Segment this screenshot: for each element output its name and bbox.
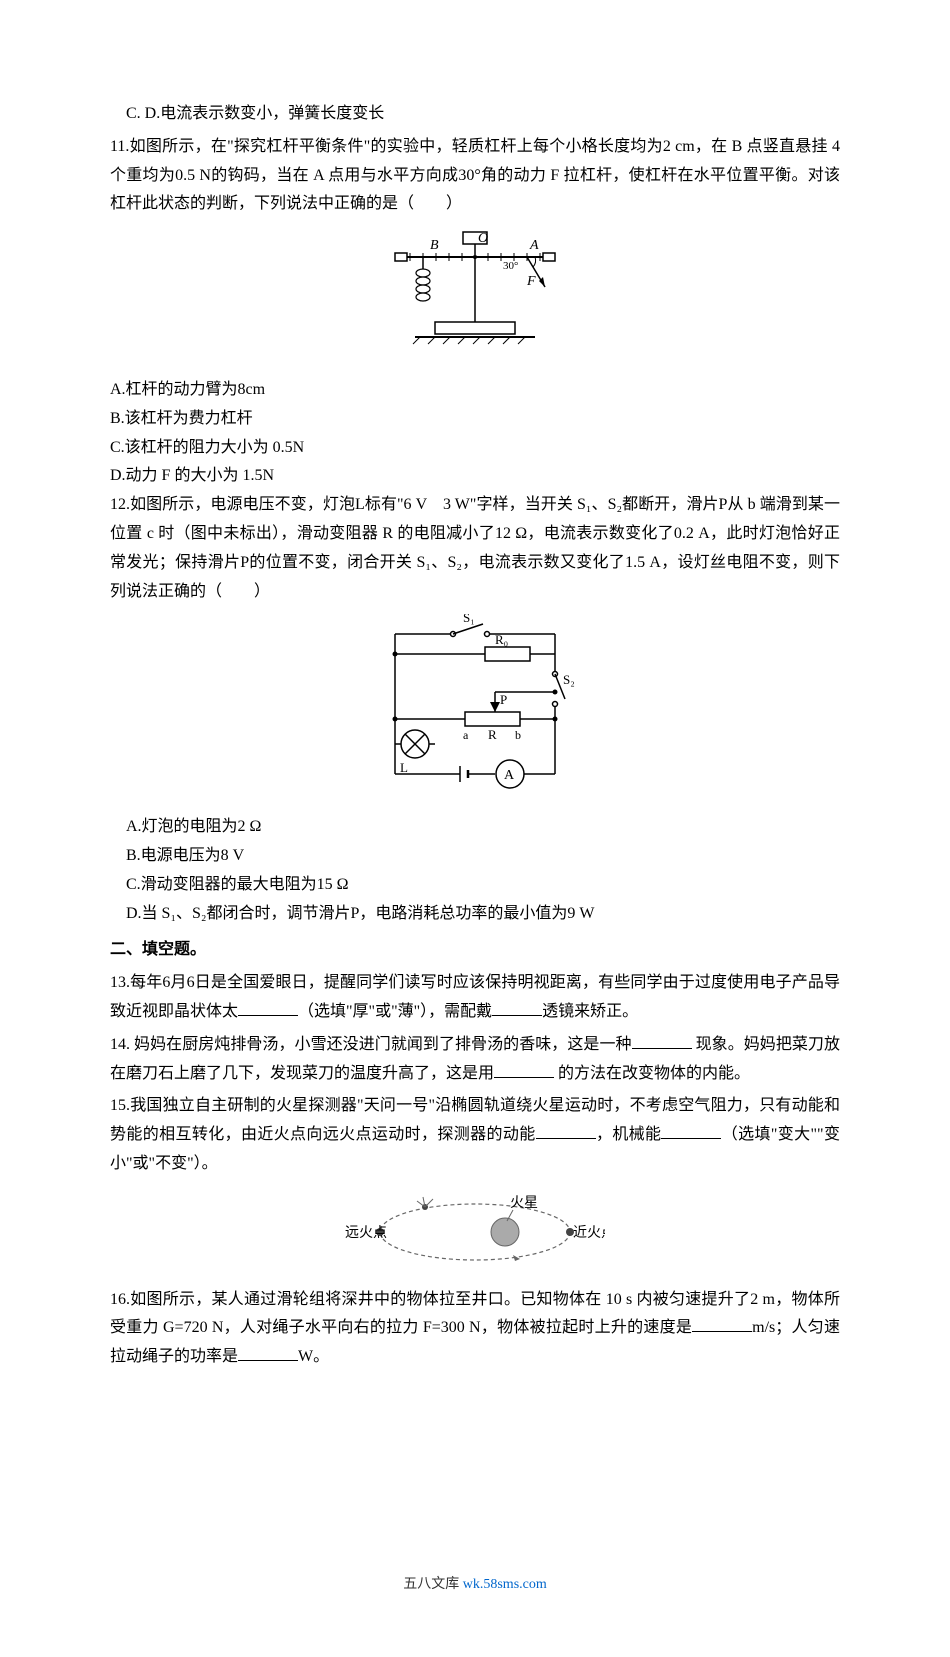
q14-blank2 xyxy=(494,1062,554,1078)
q12-stem: 12.如图所示，电源电压不变，灯泡L标有"6 V 3 W"字样，当开关 S₁、S… xyxy=(110,491,840,606)
label-s2: S₂ xyxy=(563,672,575,687)
q13-blank1 xyxy=(238,1000,298,1016)
label-ammeter: A xyxy=(504,768,515,783)
q11-opt-d: D.动力 F 的大小为 1.5N xyxy=(110,462,840,491)
q15-text2: ，机械能 xyxy=(596,1126,662,1143)
q11-opt-a: A.杠杆的动力臂为8cm xyxy=(110,376,840,405)
label-a: A xyxy=(529,238,539,253)
section2-title: 二、填空题。 xyxy=(110,936,840,965)
q16-blank2 xyxy=(238,1345,298,1361)
label-far: 远火点 xyxy=(345,1225,387,1241)
q15-figure: 火星 远火点 近火点 xyxy=(110,1187,840,1278)
label-f: F xyxy=(526,274,536,289)
q15-blank2 xyxy=(661,1123,721,1139)
q13-text3: 透镜来矫正。 xyxy=(542,1003,638,1020)
label-r: R xyxy=(488,727,497,742)
q14-text3: 的方法在改变物体的内能。 xyxy=(554,1065,750,1082)
q11-stem: 11.如图所示，在"探究杠杆平衡条件"的实验中，轻质杠杆上每个小格长度均为2 c… xyxy=(110,133,840,219)
label-s1: S₁ xyxy=(463,614,475,625)
label-a-tick: a xyxy=(463,728,469,742)
q12-opt-d: D.当 S₁、S₂都闭合时，调节滑片P，电路消耗总功率的最小值为9 W xyxy=(126,900,840,929)
q13-text2: （选填"厚"或"薄"），需配戴 xyxy=(298,1003,492,1020)
q15-blank1 xyxy=(536,1123,596,1139)
label-mars: 火星 xyxy=(510,1196,538,1211)
q13-blank2 xyxy=(492,1000,542,1016)
q11-figure: B O A 30° F xyxy=(110,227,840,368)
footer-text: 五八文库 xyxy=(403,1577,463,1592)
label-angle: 30° xyxy=(503,260,518,272)
q12-opt-a: A.灯泡的电阻为2 Ω xyxy=(126,813,840,842)
q16-text3: W。 xyxy=(298,1348,329,1365)
label-o: O xyxy=(478,231,488,246)
footer-link[interactable]: wk.58sms.com xyxy=(463,1577,547,1592)
q12-opt-c: C.滑动变阻器的最大电阻为15 Ω xyxy=(126,871,840,900)
label-near: 近火点 xyxy=(573,1225,605,1241)
q16-blank1 xyxy=(692,1316,752,1332)
label-b: B xyxy=(430,238,439,253)
footer: 五八文库 wk.58sms.com xyxy=(110,1572,840,1597)
q14-text1: 14. 妈妈在厨房炖排骨汤，小雪还没进门就闻到了排骨汤的香味，这是一种 xyxy=(110,1036,632,1053)
label-l: L xyxy=(400,760,408,775)
q12-opt-b: B.电源电压为8 V xyxy=(126,842,840,871)
q14: 14. 妈妈在厨房炖排骨汤，小雪还没进门就闻到了排骨汤的香味，这是一种 现象。妈… xyxy=(110,1031,840,1089)
q11-opt-b: B.该杠杆为费力杠杆 xyxy=(110,405,840,434)
label-b-tick: b xyxy=(515,728,521,742)
q15: 15.我国独立自主研制的火星探测器"天问一号"沿椭圆轨道绕火星运动时，不考虑空气… xyxy=(110,1092,840,1178)
q11-opt-c: C.该杠杆的阻力大小为 0.5N xyxy=(110,434,840,463)
q10-option-cd: C. D.电流表示数变小，弹簧长度变长 xyxy=(110,100,840,129)
label-r0: R₀ xyxy=(495,632,508,647)
label-p: P xyxy=(500,692,507,707)
q14-blank1 xyxy=(632,1033,692,1049)
q16: 16.如图所示，某人通过滑轮组将深井中的物体拉至井口。已知物体在 10 s 内被… xyxy=(110,1286,840,1372)
q12-figure: S₁ R₀ S₂ a R b P L xyxy=(110,614,840,805)
q13: 13.每年6月6日是全国爱眼日，提醒同学们读写时应该保持明视距离，有些同学由于过… xyxy=(110,969,840,1027)
